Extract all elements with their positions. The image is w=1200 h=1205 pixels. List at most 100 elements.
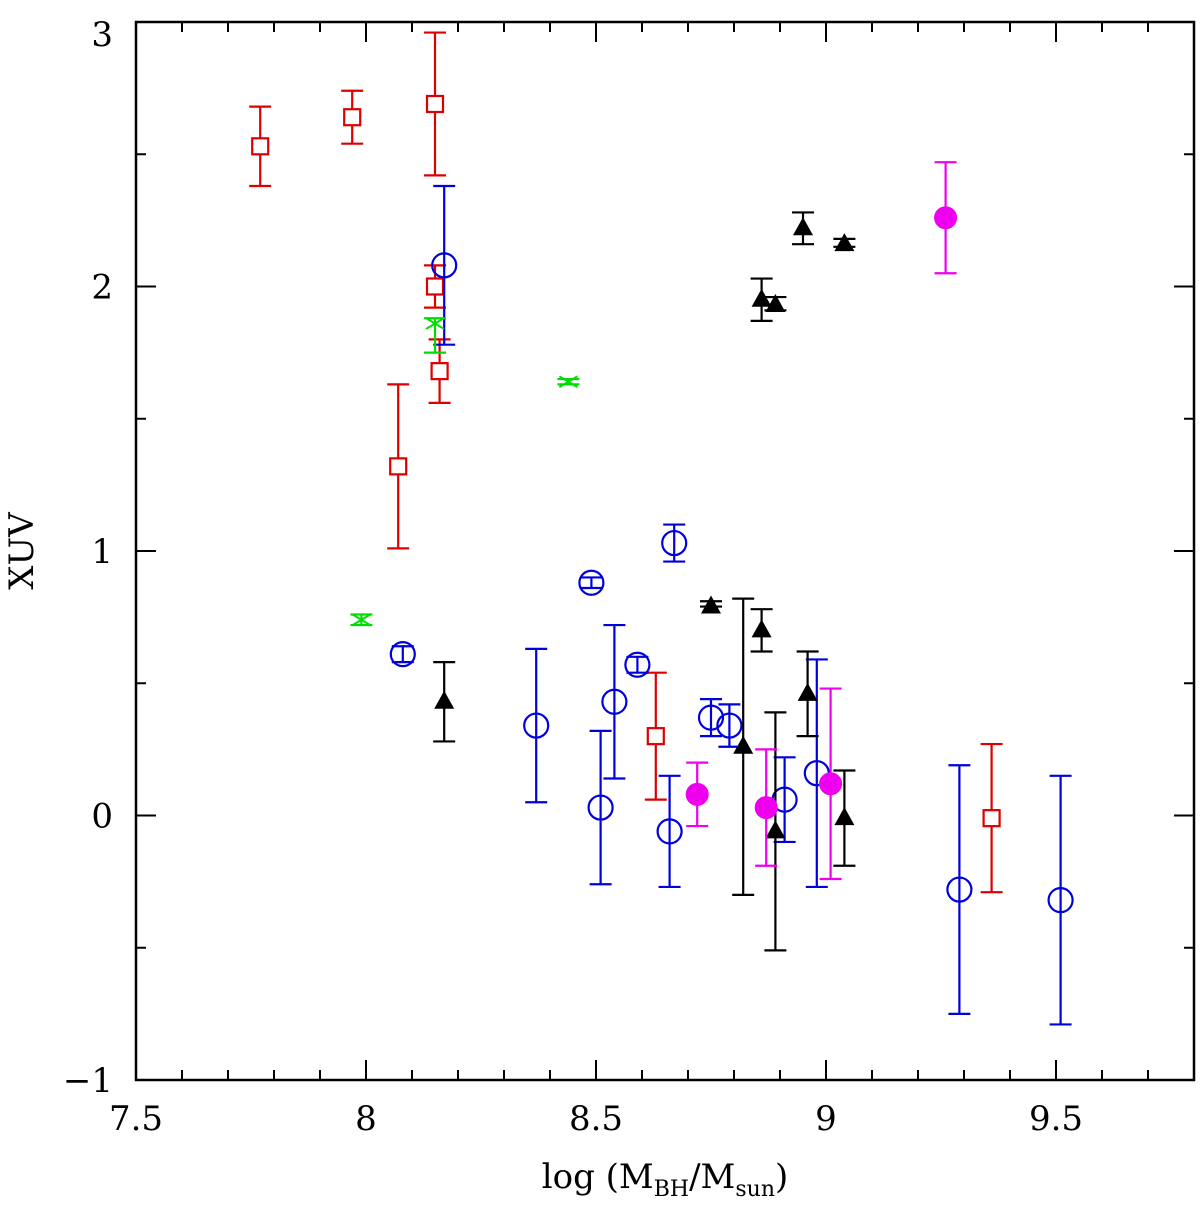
marker-circle bbox=[624, 651, 651, 678]
series-asterisk bbox=[350, 317, 580, 627]
data-point bbox=[833, 233, 856, 252]
data-point bbox=[661, 523, 688, 563]
marker-triangle bbox=[751, 619, 772, 638]
data-point bbox=[350, 613, 373, 627]
series-filled-triangle bbox=[433, 211, 856, 952]
marker-circle bbox=[716, 712, 743, 739]
data-point bbox=[424, 317, 446, 354]
data-point bbox=[387, 383, 410, 550]
data-point bbox=[792, 211, 814, 246]
x-tick-label: 8.5 bbox=[569, 1099, 623, 1139]
x-axis-title-mid: /M bbox=[689, 1157, 735, 1197]
series-filled-circle bbox=[685, 161, 958, 881]
marker-square bbox=[425, 94, 445, 114]
marker-circle bbox=[523, 712, 550, 739]
marker-circle bbox=[656, 818, 683, 845]
plot-frame bbox=[134, 20, 1196, 1082]
series-open-square bbox=[249, 31, 1003, 894]
marker-triangle bbox=[701, 595, 721, 614]
marker-square bbox=[982, 809, 1001, 828]
data-point bbox=[754, 748, 778, 867]
x-tick-label: 9 bbox=[815, 1099, 837, 1139]
x-axis-title-suffix: ) bbox=[775, 1157, 788, 1197]
marker-filled-circle bbox=[934, 206, 958, 230]
data-point bbox=[578, 569, 605, 596]
marker-square bbox=[251, 137, 270, 156]
data-point bbox=[750, 608, 773, 653]
marker-triangle bbox=[751, 288, 772, 307]
tick-labels: 7.5 8 8.5 9 9.5 −1 0 1 2 3 bbox=[63, 15, 1083, 1139]
x-axis-title: log (MBH/Msun) bbox=[542, 1157, 789, 1200]
marker-triangle bbox=[834, 807, 855, 826]
y-tick-label: −1 bbox=[63, 1061, 113, 1101]
marker-circle bbox=[431, 252, 458, 279]
data-point bbox=[980, 742, 1003, 894]
marker-square bbox=[430, 362, 449, 381]
marker-asterisk-stroke bbox=[558, 375, 578, 388]
marker-square bbox=[343, 108, 362, 127]
data-point bbox=[764, 711, 787, 952]
marker-triangle bbox=[434, 690, 455, 709]
marker-asterisk-stroke bbox=[351, 613, 371, 627]
marker-circle bbox=[578, 569, 605, 596]
marker-filled-circle bbox=[819, 772, 843, 796]
data-point bbox=[624, 651, 651, 678]
y-tick-label: 2 bbox=[91, 268, 113, 308]
marker-triangle bbox=[765, 294, 786, 313]
data-point bbox=[697, 698, 725, 738]
data-point bbox=[796, 650, 819, 738]
y-tick-label: 0 bbox=[91, 797, 113, 837]
data-point bbox=[601, 623, 628, 780]
marker-filled-circle bbox=[754, 796, 778, 820]
data-point bbox=[644, 671, 667, 801]
x-tick-label: 7.5 bbox=[109, 1099, 163, 1139]
x-axis-title-sub1: BH bbox=[654, 1177, 689, 1200]
marker-filled-circle bbox=[685, 782, 709, 806]
marker-circle bbox=[946, 876, 973, 903]
data-point bbox=[934, 161, 958, 275]
data-point bbox=[750, 277, 773, 322]
marker-circle bbox=[1047, 887, 1074, 914]
data-point bbox=[557, 375, 580, 388]
marker-triangle bbox=[793, 217, 813, 236]
data-point bbox=[685, 761, 709, 828]
data-point bbox=[1047, 774, 1074, 1026]
x-tick-label: 9.5 bbox=[1029, 1099, 1083, 1139]
marker-triangle bbox=[733, 735, 754, 754]
data-point bbox=[833, 769, 856, 867]
x-tick-label: 8 bbox=[355, 1099, 377, 1139]
data-series bbox=[249, 31, 1074, 1026]
marker-circle bbox=[661, 529, 688, 557]
data-point bbox=[428, 338, 451, 404]
marker-square bbox=[425, 277, 445, 296]
data-point bbox=[803, 658, 830, 889]
data-point bbox=[424, 31, 446, 177]
data-point bbox=[764, 294, 787, 313]
marker-circle bbox=[601, 688, 628, 715]
data-point bbox=[716, 703, 743, 748]
marker-circle bbox=[697, 704, 725, 731]
data-point bbox=[700, 595, 722, 614]
marker-asterisk-stroke bbox=[425, 317, 445, 330]
marker-circle bbox=[389, 641, 416, 668]
data-point bbox=[389, 641, 416, 668]
marker-triangle bbox=[765, 820, 786, 839]
y-axis-title: XUV bbox=[2, 511, 42, 590]
x-axis-title-prefix: log (M bbox=[542, 1157, 654, 1197]
y-tick-label: 3 bbox=[91, 15, 113, 55]
marker-square bbox=[646, 727, 665, 746]
series-open-circle bbox=[389, 184, 1074, 1026]
x-axis-title-sub2: sun bbox=[735, 1177, 775, 1200]
data-point bbox=[341, 89, 364, 145]
marker-triangle bbox=[834, 233, 855, 252]
data-point bbox=[819, 687, 843, 881]
marker-triangle bbox=[797, 682, 818, 701]
data-point bbox=[656, 774, 683, 889]
data-point bbox=[523, 647, 550, 804]
marker-square bbox=[389, 457, 408, 476]
marker-circle bbox=[587, 794, 614, 821]
data-point bbox=[249, 105, 272, 188]
y-tick-label: 1 bbox=[91, 532, 113, 572]
